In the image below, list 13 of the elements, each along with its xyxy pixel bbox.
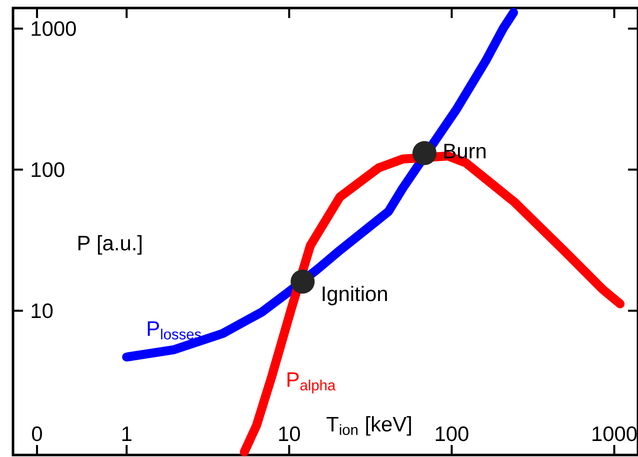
annotation: Ignition — [322, 286, 387, 306]
x-tick-label: 0 — [32, 426, 42, 442]
x-tick-label: 100 — [436, 426, 468, 442]
annotation: Burn — [444, 144, 486, 158]
x-tick-label: 1000 — [592, 426, 637, 442]
y-tick-label: 10 — [32, 303, 53, 318]
x-tick-label: 1 — [122, 426, 132, 441]
y-tick-label: 1000 — [32, 21, 76, 36]
y-axis-title: P [a.u.] — [78, 235, 142, 255]
x-axis-title: T$_{ion}$ [keV] — [326, 416, 411, 436]
series-label: P$_{alpha}$ — [288, 372, 336, 394]
y-tick-label: 100 — [32, 162, 64, 178]
x-tick-label: 10 — [279, 426, 300, 442]
